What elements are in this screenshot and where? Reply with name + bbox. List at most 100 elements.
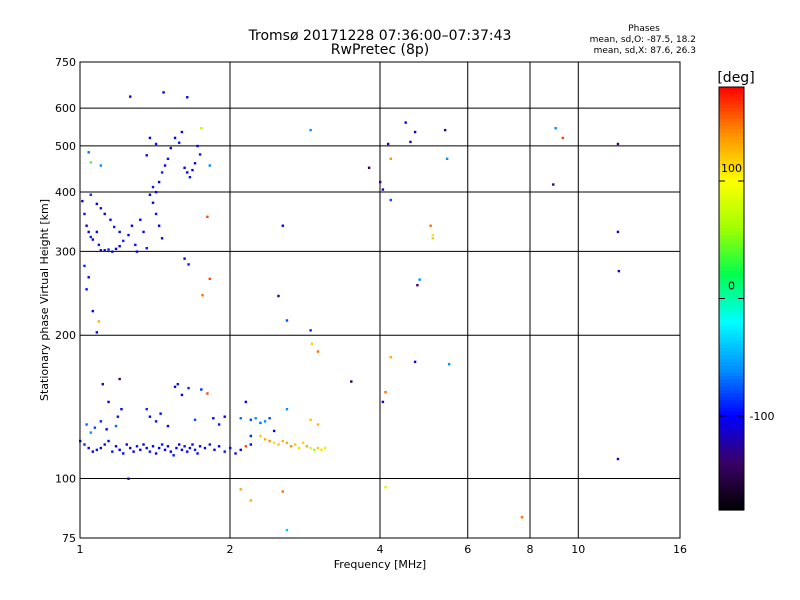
- data-point-125: [166, 445, 170, 448]
- data-point-89: [431, 237, 434, 240]
- data-point-173: [217, 423, 221, 426]
- colorbar-band-94: [719, 418, 744, 423]
- data-point-48: [188, 175, 192, 179]
- colorbar-band-45: [719, 245, 744, 250]
- data-point-73: [277, 294, 280, 298]
- data-point-183: [285, 407, 289, 411]
- colorbar-band-114: [719, 488, 744, 493]
- colorbar-band-115: [719, 492, 744, 497]
- data-point-168: [187, 386, 190, 390]
- data-point-170: [200, 388, 203, 391]
- colorbar-band-20: [719, 157, 744, 162]
- data-point-148: [85, 423, 88, 426]
- colorbar-band-32: [719, 199, 744, 204]
- data-point-25: [118, 230, 121, 234]
- colorbar: [718, 86, 745, 511]
- colorbar-band-67: [719, 323, 744, 328]
- data-point-22: [103, 212, 106, 216]
- data-point-114: [132, 450, 135, 453]
- data-point-141: [217, 445, 221, 448]
- data-point-189: [277, 443, 280, 446]
- data-point-166: [176, 382, 180, 386]
- data-point-137: [198, 445, 202, 448]
- colorbar-band-100: [719, 439, 744, 444]
- stats-heading: Phases: [628, 24, 660, 34]
- colorbar-band-48: [719, 256, 744, 261]
- data-point-91: [418, 278, 421, 281]
- colorbar-band-88: [719, 397, 744, 402]
- data-point-208: [281, 490, 284, 493]
- colorbar-band-117: [719, 499, 744, 504]
- colorbar-band-73: [719, 344, 744, 349]
- data-point-108: [111, 450, 114, 453]
- colorbar-band-13: [719, 132, 744, 137]
- data-point-76: [309, 128, 312, 132]
- colorbar-band-77: [719, 358, 744, 363]
- data-point-8: [99, 249, 103, 252]
- colorbar-band-50: [719, 263, 744, 268]
- data-point-11: [111, 250, 114, 253]
- data-point-45: [180, 130, 184, 134]
- colorbar-band-113: [719, 485, 744, 490]
- data-point-152: [105, 428, 108, 431]
- colorbar-band-12: [719, 129, 744, 134]
- data-point-65: [129, 95, 132, 98]
- data-point-211: [381, 400, 385, 404]
- data-point-163: [159, 412, 162, 415]
- data-point-155: [107, 400, 110, 404]
- data-point-175: [239, 417, 242, 420]
- colorbar-band-93: [719, 414, 744, 419]
- data-point-194: [297, 446, 301, 450]
- data-point-68: [200, 127, 203, 130]
- data-point-205: [316, 350, 320, 353]
- data-point-80: [381, 188, 385, 191]
- colorbar-band-2: [719, 94, 744, 99]
- data-point-9: [103, 249, 106, 252]
- data-point-123: [160, 443, 164, 446]
- data-point-61: [142, 230, 145, 234]
- data-point-217: [520, 516, 524, 519]
- data-point-174: [223, 415, 226, 418]
- data-point-70: [206, 215, 209, 219]
- colorbar-band-54: [719, 277, 744, 282]
- data-point-180: [263, 420, 267, 423]
- data-point-179: [259, 421, 262, 425]
- data-point-136: [196, 452, 199, 455]
- data-point-74: [281, 224, 284, 227]
- colorbar-band-35: [719, 210, 744, 215]
- data-point-133: [188, 446, 192, 450]
- y-tick-label-1: 100: [55, 473, 76, 486]
- data-point-52: [198, 153, 202, 156]
- data-point-67: [186, 96, 189, 99]
- data-point-172: [212, 417, 215, 420]
- data-point-98: [616, 230, 620, 234]
- data-point-107: [107, 439, 110, 443]
- data-point-188: [272, 441, 276, 444]
- colorbar-band-9: [719, 118, 744, 123]
- data-point-50: [193, 162, 197, 165]
- data-point-117: [142, 443, 145, 446]
- colorbar-band-34: [719, 206, 744, 211]
- y-tick-label-3: 300: [55, 245, 76, 258]
- data-point-66: [162, 91, 165, 94]
- data-point-93: [445, 157, 449, 161]
- data-point-139: [208, 443, 211, 446]
- colorbar-band-21: [719, 161, 744, 166]
- data-point-207: [249, 499, 253, 502]
- data-point-104: [95, 448, 99, 452]
- colorbar-band-78: [719, 361, 744, 367]
- colorbar-ticks: 100 0 -100: [719, 162, 774, 423]
- colorbar-band-55: [719, 280, 744, 285]
- colorbar-band-29: [719, 189, 744, 194]
- data-point-164: [166, 424, 170, 428]
- colorbar-band-86: [719, 390, 744, 395]
- data-point-85: [409, 140, 412, 144]
- colorbar-band-42: [719, 235, 744, 240]
- data-point-44: [177, 141, 181, 144]
- colorbar-band-53: [719, 273, 744, 278]
- grid: [80, 62, 680, 538]
- data-point-185: [259, 434, 262, 438]
- colorbar-band-5: [719, 104, 744, 109]
- colorbar-band-80: [719, 369, 744, 374]
- data-point-145: [239, 448, 242, 452]
